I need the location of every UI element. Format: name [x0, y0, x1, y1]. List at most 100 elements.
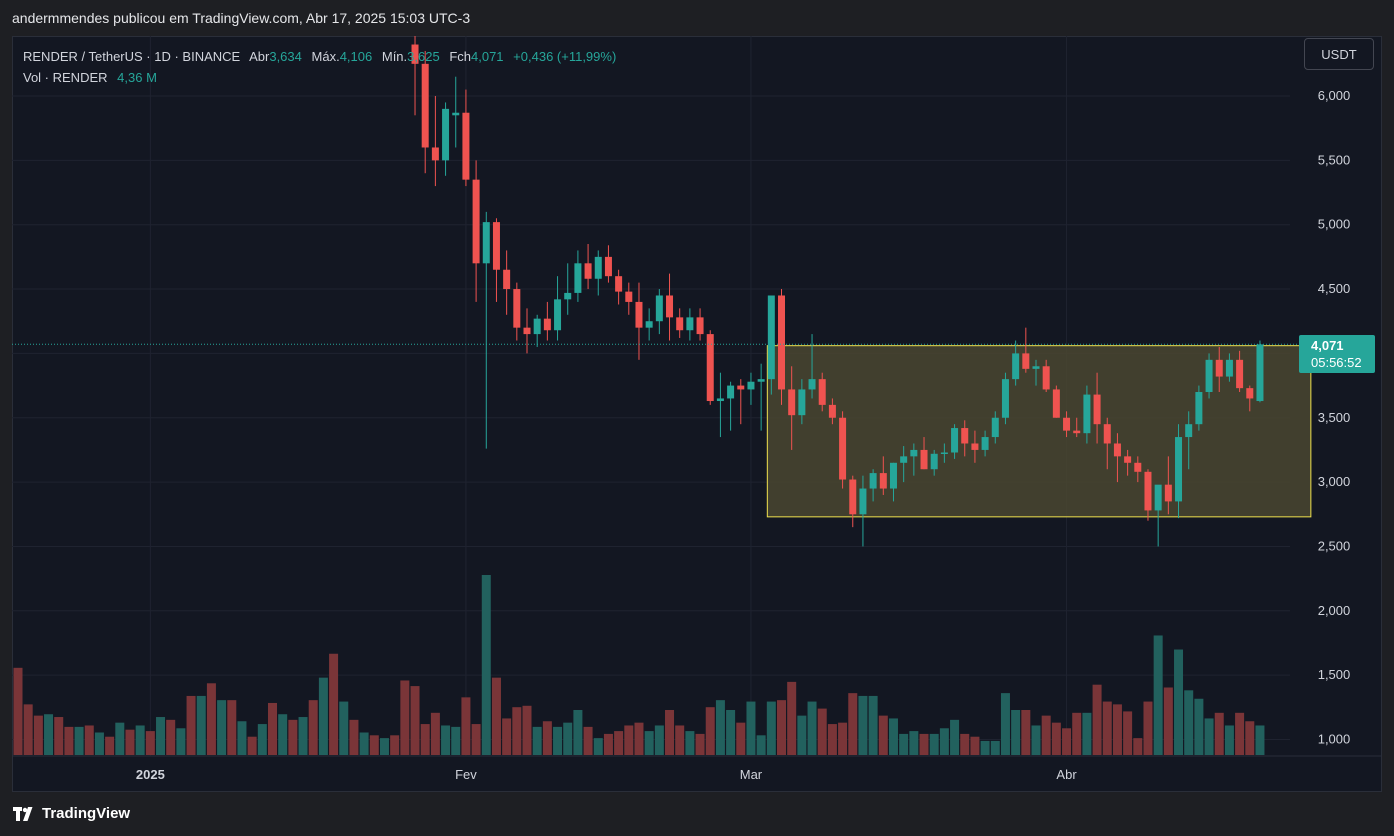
- volume-bar: [451, 726, 461, 755]
- volume-bar: [369, 735, 379, 755]
- time-tick-label: Mar: [740, 767, 763, 782]
- volume-bar: [624, 725, 634, 755]
- candle: [1093, 372, 1101, 444]
- candle: [981, 430, 989, 457]
- volume-bar: [848, 693, 858, 755]
- candle: [452, 76, 460, 148]
- publish-header: andermmendes publicou em TradingView.com…: [0, 0, 1394, 36]
- candle: [1042, 359, 1050, 393]
- volume-bar: [105, 736, 115, 755]
- volume-bar: [980, 740, 990, 755]
- price-chart[interactable]: 6,0005,5005,0004,5004,0003,5003,0002,500…: [12, 36, 1382, 792]
- publish-line: andermmendes publicou em TradingView.com…: [12, 10, 471, 26]
- volume-bar: [766, 701, 776, 755]
- volume-bar: [94, 732, 104, 755]
- time-axis-labels: 2025 Fev Mar Abr: [136, 767, 1077, 782]
- volume-bar: [44, 714, 54, 755]
- volume-bar: [532, 726, 542, 755]
- candle: [879, 456, 887, 495]
- high-label: Máx.: [311, 49, 340, 64]
- candle: [472, 160, 480, 302]
- candle: [666, 273, 674, 341]
- candle: [1001, 372, 1009, 425]
- candle: [482, 211, 490, 449]
- candle: [513, 282, 521, 341]
- volume-bar: [1011, 710, 1021, 755]
- volume-bar: [878, 715, 888, 755]
- volume-bar: [145, 731, 155, 755]
- chart-legend: RENDER / TetherUS · 1D · BINANCE Abr3,63…: [23, 46, 616, 88]
- candle: [615, 269, 623, 305]
- volume-bar: [1041, 715, 1051, 755]
- candle: [767, 295, 775, 395]
- candle: [961, 420, 969, 457]
- ohlc-legend: RENDER / TetherUS · 1D · BINANCE Abr3,63…: [23, 46, 616, 67]
- volume-bar: [1112, 704, 1122, 755]
- volume-bar: [1255, 725, 1265, 755]
- volume-bar: [553, 726, 563, 755]
- volume-bar: [715, 700, 725, 755]
- volume-bar: [838, 722, 848, 755]
- candle: [778, 289, 785, 405]
- price-tick-label: 3,000: [1318, 474, 1351, 489]
- candle: [421, 50, 429, 174]
- volume-bar: [1245, 721, 1255, 755]
- volume-bar: [23, 704, 33, 755]
- volume-bar: [491, 677, 501, 755]
- candle: [564, 263, 572, 315]
- candle: [431, 96, 439, 187]
- candle: [1195, 385, 1203, 431]
- candle: [716, 372, 724, 438]
- volume-bar: [990, 740, 1000, 755]
- volume-bar: [746, 701, 756, 755]
- volume-bar: [1062, 728, 1072, 755]
- tradingview-logo[interactable]: TradingView: [13, 805, 130, 822]
- volume-bar: [329, 653, 339, 755]
- candle: [1124, 449, 1132, 476]
- volume-bar: [827, 724, 837, 755]
- volume-bar: [1174, 649, 1184, 755]
- volume-label[interactable]: Vol · RENDER: [23, 70, 108, 85]
- candle: [900, 446, 908, 483]
- price-tick-label: 1,500: [1318, 667, 1351, 682]
- price-tick-label: 2,000: [1318, 603, 1351, 618]
- volume-bar: [196, 695, 206, 755]
- volume-bar: [1072, 712, 1082, 755]
- volume-bar: [858, 695, 868, 755]
- symbol-title[interactable]: RENDER / TetherUS · 1D · BINANCE: [23, 49, 241, 64]
- volume-bar: [1051, 722, 1061, 755]
- volume-bar: [420, 724, 430, 755]
- volume-bar: [441, 725, 451, 755]
- tradingview-logo-icon: [13, 806, 33, 821]
- candle: [737, 379, 745, 425]
- candle: [1083, 385, 1091, 444]
- volume-bar: [247, 736, 257, 755]
- price-tick-label: 3,500: [1318, 410, 1351, 425]
- volume-bar: [13, 667, 23, 755]
- candle: [828, 398, 836, 425]
- volume-bar: [807, 701, 817, 755]
- candle: [645, 308, 653, 341]
- candle: [859, 475, 867, 547]
- volume-bar: [1000, 693, 1010, 755]
- close-label: Fch: [449, 49, 471, 64]
- time-tick-label: Fev: [455, 767, 477, 782]
- volume-bar: [970, 736, 980, 755]
- candle: [1144, 469, 1152, 521]
- volume-bar: [899, 733, 909, 755]
- volume-bar: [644, 731, 654, 755]
- volume-bar: [1133, 738, 1143, 755]
- candle: [1205, 353, 1213, 399]
- price-tick-label: 5,500: [1318, 152, 1351, 167]
- currency-button[interactable]: USDT: [1304, 38, 1374, 70]
- volume-bar: [1153, 635, 1163, 755]
- candle: [808, 334, 816, 399]
- candle: [543, 301, 551, 341]
- candle: [1164, 456, 1172, 515]
- volume-bar: [400, 680, 410, 755]
- footer: [0, 792, 1394, 836]
- volume-bar: [950, 719, 960, 755]
- candle: [951, 424, 959, 459]
- price-tick-label: 6,000: [1318, 88, 1351, 103]
- volume-bar: [318, 677, 328, 755]
